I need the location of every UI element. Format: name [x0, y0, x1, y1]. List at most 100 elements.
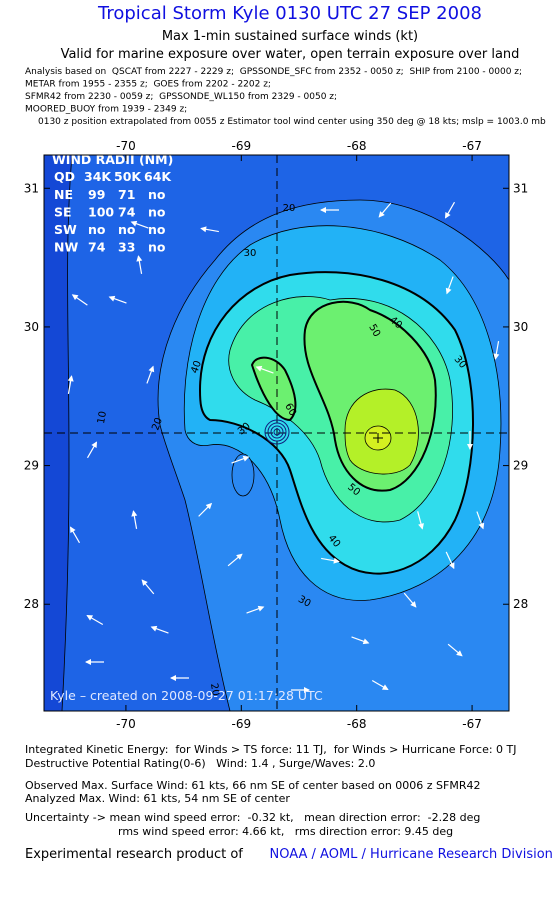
- wind-arrow: [444, 201, 456, 219]
- metric-line: Observed Max. Surface Wind: 61 kts, 66 n…: [25, 779, 481, 792]
- arrow-head: [170, 675, 176, 681]
- wind-arrow: [371, 679, 389, 691]
- x-tick-label: -70: [116, 717, 136, 731]
- wind-arrow: [321, 557, 340, 564]
- wind-arrow: [71, 294, 88, 306]
- contour-label: 10: [96, 410, 109, 424]
- radii-title: WIND RADII (NM): [52, 152, 173, 167]
- center-ring: [264, 419, 290, 445]
- radii-cell: 71: [118, 187, 135, 202]
- wind-arrow: [417, 511, 424, 530]
- arrow-head: [205, 502, 213, 510]
- wind-arrow: [445, 276, 454, 295]
- radii-cell: 33: [118, 240, 135, 255]
- metric-line: rms wind speed error: 4.66 kt, rms direc…: [118, 825, 453, 838]
- radii-cell: SE: [54, 205, 72, 220]
- x-tick-label: -67: [462, 717, 482, 731]
- x-tick-label: -70: [116, 139, 136, 153]
- wind-arrow: [351, 636, 370, 645]
- radii-cell: 99: [88, 187, 105, 202]
- contour-region: [250, 356, 297, 422]
- radii-cell: no: [88, 222, 106, 237]
- wind-arrow: [130, 220, 149, 229]
- wind-arrow: [227, 553, 243, 567]
- analysis-note: Analysis based on QSCAT from 2227 - 2229…: [25, 67, 522, 77]
- arrow-head: [257, 605, 265, 612]
- radii-cell: no: [148, 222, 166, 237]
- arrow-head: [381, 684, 389, 690]
- arrow-head: [456, 650, 463, 657]
- x-tick-label: -69: [232, 139, 252, 153]
- wind-arrow: [200, 226, 219, 233]
- arrow-head: [71, 294, 79, 301]
- radii-header: 64K: [144, 169, 172, 184]
- y-tick-label: 31: [513, 181, 528, 195]
- analysis-note: METAR from 1955 - 2355 z; GOES from 2202…: [25, 80, 271, 90]
- center-ring: [270, 425, 284, 439]
- wind-arrow: [136, 255, 143, 274]
- wind-arrow: [170, 675, 189, 681]
- arrow-head: [85, 659, 91, 665]
- contour-label: 20: [208, 682, 221, 696]
- arrow-head: [141, 579, 148, 586]
- y-tick-label: 28: [24, 597, 39, 611]
- radii-cell: 100: [88, 205, 114, 220]
- metric-line: Integrated Kinetic Energy: for Winds > T…: [25, 743, 517, 756]
- radii-cell: NE: [54, 187, 73, 202]
- wind-arrow: [476, 511, 485, 530]
- wind-arrows: [67, 201, 500, 693]
- radii-cell: no: [118, 222, 136, 237]
- center-ring: [273, 428, 281, 436]
- radii-header: 50K: [114, 169, 142, 184]
- contour-region: [231, 453, 255, 497]
- wind-arrow: [378, 202, 392, 218]
- arrow-head: [445, 287, 452, 295]
- arrow-head: [150, 625, 158, 632]
- wind-arrow: [67, 375, 74, 394]
- arrow-head: [255, 365, 263, 372]
- radii-cell: no: [148, 240, 166, 255]
- axes: -70 -70 -69 -69 -68 -68 -67 -67 28 28 29 29 30 30 31 31: [24, 139, 529, 731]
- wind-arrow: [198, 502, 213, 517]
- y-tick-label: 29: [513, 459, 528, 473]
- arrow-head: [242, 455, 250, 462]
- y-tick-label: 29: [24, 459, 39, 473]
- arrow-head: [136, 255, 143, 262]
- metric-line: Uncertainty -> mean wind speed error: -0…: [25, 811, 480, 824]
- metric-line: Destructive Potential Rating(0-6) Wind: …: [25, 757, 375, 770]
- wind-arrow: [255, 365, 274, 374]
- arrow-head: [91, 441, 97, 449]
- analysis-note: MOORED_BUOY from 1939 - 2349 z;: [25, 105, 187, 115]
- contour-label: 30: [244, 248, 257, 259]
- arrow-head: [478, 522, 485, 530]
- radii-cell: no: [148, 187, 166, 202]
- wind-arrow: [231, 455, 250, 464]
- y-tick-label: 30: [513, 320, 528, 334]
- arrow-head: [467, 444, 473, 450]
- wind-arrow: [493, 341, 500, 360]
- radii-header: 34K: [84, 169, 112, 184]
- attribution: Experimental research product of NOAA / …: [0, 847, 560, 862]
- wind-arrow: [86, 614, 104, 626]
- attribution-link[interactable]: NOAA / AOML / Hurricane Research Divisio…: [270, 847, 553, 862]
- storm-center: [264, 419, 290, 445]
- contour-label: 40: [189, 359, 204, 375]
- x-tick-label: -68: [347, 717, 367, 731]
- arrow-head: [448, 562, 455, 570]
- arrow-head: [108, 295, 116, 302]
- contour-label: 20: [150, 416, 165, 432]
- wind-arrow: [291, 687, 310, 693]
- arrow-head: [320, 207, 326, 213]
- arrow-head: [131, 510, 138, 517]
- radii-cell: NW: [54, 240, 78, 255]
- arrow-head: [236, 553, 243, 560]
- arrow-head: [445, 211, 451, 219]
- wind-radii-table: WIND RADII (NM) QD 34K 50K 64K NE 99 71 no SE 100 7…: [52, 152, 173, 255]
- arrow-head: [304, 687, 310, 693]
- arrow-head: [67, 375, 74, 382]
- wind-arrow: [86, 441, 98, 459]
- attribution-prefix: Experimental research product of: [25, 847, 243, 862]
- x-tick-label: -69: [232, 717, 252, 731]
- wind-arrow: [85, 659, 104, 665]
- contour-label: 20: [283, 203, 296, 214]
